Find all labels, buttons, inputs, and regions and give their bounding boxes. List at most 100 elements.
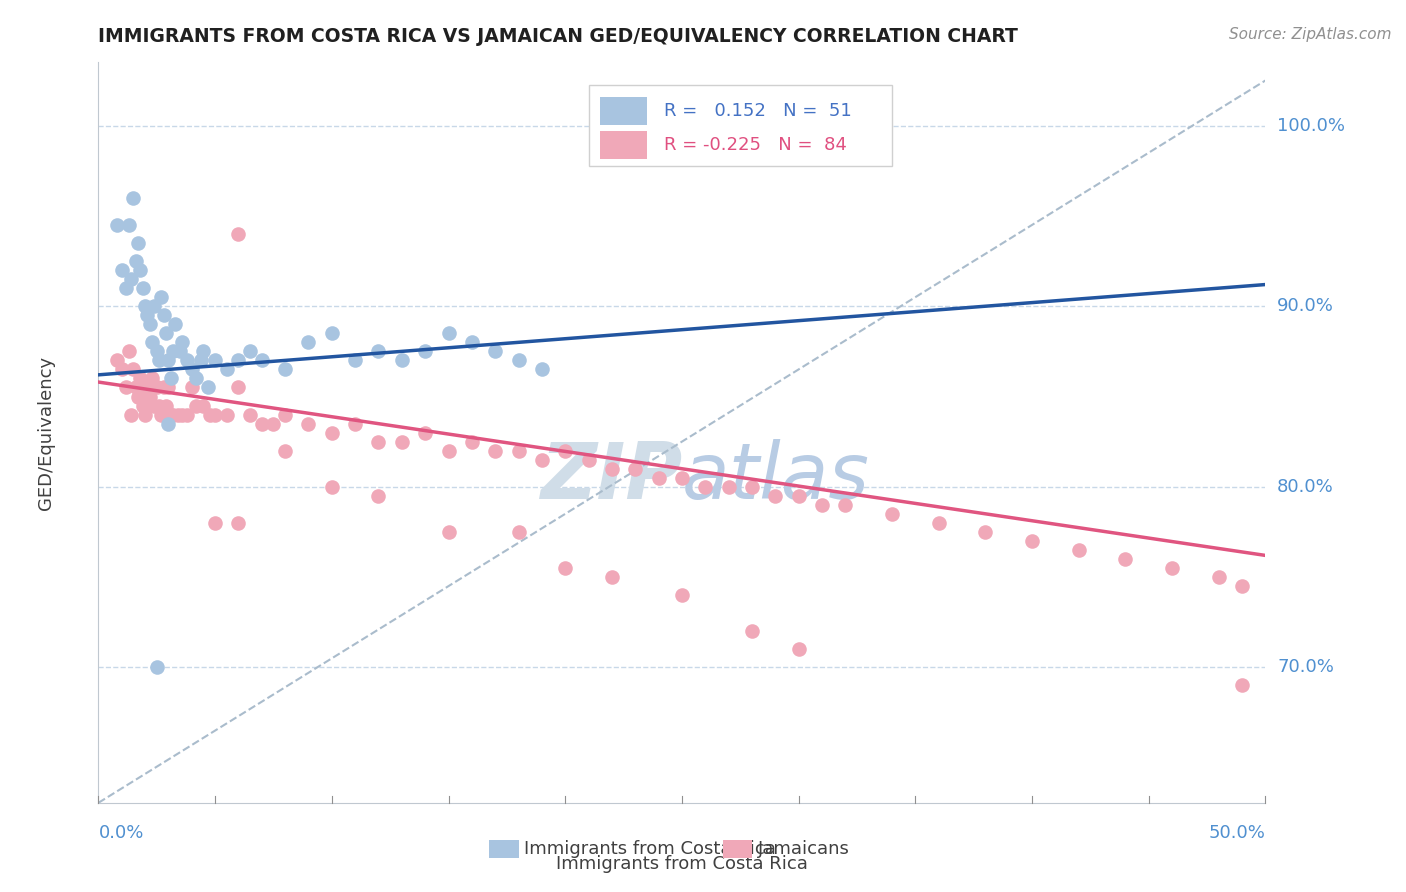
Point (148, 399, 170, 413)
Point (146, 380, 169, 394)
Point (186, 399, 208, 413)
FancyBboxPatch shape (600, 130, 647, 159)
Point (1208, 570, 1230, 584)
Point (461, 434, 484, 449)
Point (228, 227, 250, 241)
Point (437, 524, 460, 539)
Point (274, 362, 297, 376)
Point (239, 408, 262, 422)
Point (1230, 678, 1253, 692)
Point (484, 344, 506, 359)
Point (215, 362, 238, 376)
Point (508, 443, 530, 458)
Point (125, 254, 148, 268)
Text: R = -0.225   N =  84: R = -0.225 N = 84 (665, 136, 848, 153)
Point (157, 417, 180, 431)
Text: Immigrants from Costa Rica: Immigrants from Costa Rica (555, 855, 808, 872)
Point (169, 344, 191, 359)
Point (204, 516, 226, 530)
Point (132, 281, 155, 295)
Point (159, 371, 181, 385)
Point (118, 218, 141, 232)
Point (741, 624, 763, 639)
Point (297, 417, 319, 431)
Point (1021, 533, 1043, 548)
Point (143, 399, 166, 413)
Point (344, 417, 367, 431)
Point (391, 353, 413, 368)
Point (741, 480, 763, 494)
Point (367, 344, 389, 359)
Point (146, 344, 169, 359)
Point (437, 326, 460, 341)
Point (787, 489, 810, 503)
Point (157, 353, 180, 368)
Point (204, 408, 226, 422)
Text: Immigrants from Costa Rica: Immigrants from Costa Rica (524, 839, 776, 858)
Point (321, 480, 343, 494)
Point (143, 299, 166, 313)
Point (530, 362, 553, 376)
Point (834, 498, 856, 512)
Point (193, 344, 215, 359)
Point (413, 425, 436, 440)
Point (127, 235, 149, 250)
Point (134, 408, 156, 422)
Point (204, 353, 226, 368)
Point (811, 498, 834, 512)
Point (228, 516, 250, 530)
Point (136, 308, 159, 322)
Point (122, 191, 145, 205)
Point (148, 353, 170, 368)
Point (262, 417, 284, 431)
Point (150, 408, 173, 422)
Point (367, 434, 389, 449)
FancyBboxPatch shape (589, 85, 891, 166)
Point (974, 524, 997, 539)
Point (321, 425, 343, 440)
Point (197, 380, 219, 394)
Point (1067, 543, 1090, 558)
Text: 50.0%: 50.0% (1209, 824, 1265, 842)
Point (125, 380, 148, 394)
Point (484, 443, 506, 458)
Point (695, 480, 717, 494)
Point (186, 371, 208, 385)
Point (139, 318, 162, 332)
Text: Source: ZipAtlas.com: Source: ZipAtlas.com (1229, 27, 1392, 42)
Point (122, 362, 145, 376)
Point (166, 408, 188, 422)
Point (162, 408, 184, 422)
Point (250, 417, 273, 431)
Point (115, 281, 138, 295)
Point (239, 344, 262, 359)
Point (150, 290, 173, 304)
Point (152, 380, 174, 394)
Point (624, 461, 647, 475)
Point (200, 408, 222, 422)
Point (787, 642, 810, 657)
Point (115, 380, 138, 394)
Point (413, 344, 436, 359)
Point (111, 263, 134, 277)
Point (461, 335, 484, 350)
Point (139, 390, 162, 404)
Point (344, 353, 367, 368)
Point (1161, 561, 1184, 575)
Point (554, 443, 576, 458)
Point (118, 344, 141, 359)
Point (129, 371, 152, 385)
Point (141, 335, 163, 350)
Point (155, 326, 177, 341)
Point (274, 443, 297, 458)
Point (671, 588, 693, 602)
Point (530, 452, 553, 467)
Point (321, 326, 343, 341)
Text: 90.0%: 90.0% (1277, 297, 1334, 315)
Point (578, 452, 600, 467)
Point (297, 335, 319, 350)
Text: Jamaicans: Jamaicans (758, 839, 849, 858)
Point (120, 272, 142, 286)
Point (600, 461, 623, 475)
Point (120, 408, 142, 422)
